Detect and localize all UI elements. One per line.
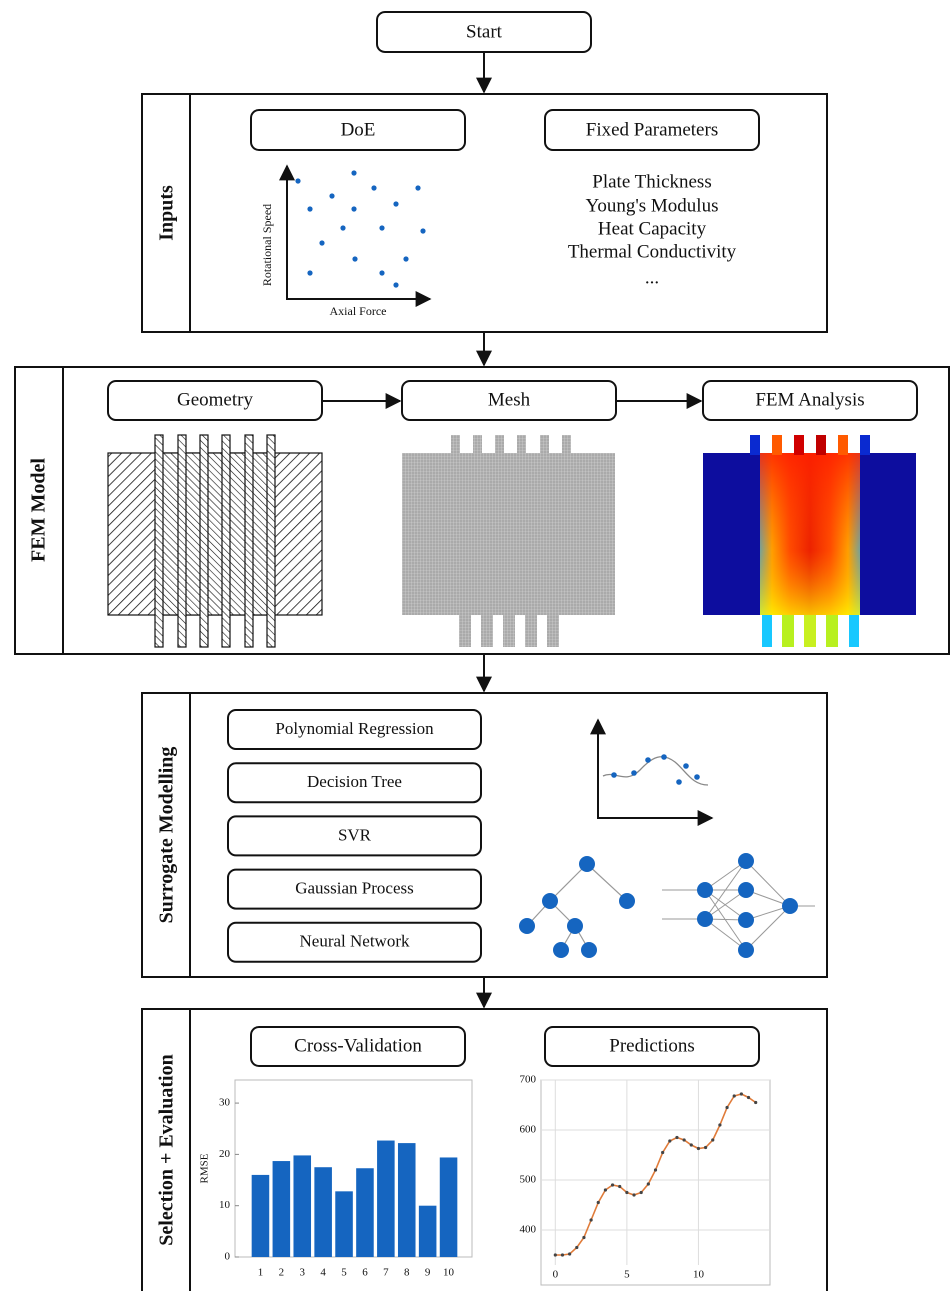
point	[668, 1139, 671, 1142]
point	[754, 1101, 757, 1104]
point	[711, 1138, 714, 1141]
mesh-image	[402, 435, 615, 647]
method-label: Gaussian Process	[295, 879, 414, 898]
bar	[356, 1168, 374, 1257]
diagram: Start Inputs DoE Fixed Parameters Axial …	[0, 0, 950, 1291]
point	[647, 1182, 650, 1185]
step-label: Mesh	[488, 389, 531, 410]
bar	[419, 1206, 437, 1257]
section-label: FEM Model	[28, 458, 50, 562]
point	[675, 1136, 678, 1139]
bar	[398, 1143, 416, 1257]
method-label: Decision Tree	[307, 772, 402, 791]
x-tick-label: 3	[300, 1267, 306, 1279]
x-tick-label: 5	[624, 1269, 630, 1281]
x-tick-label: 6	[362, 1267, 368, 1279]
section-label: Inputs	[156, 185, 178, 241]
x-tick-label: 5	[341, 1267, 347, 1279]
network-icon	[662, 853, 815, 958]
point	[697, 1147, 700, 1150]
point	[568, 1252, 571, 1255]
x-tick-label: 0	[553, 1269, 559, 1281]
x-tick-label: 9	[425, 1267, 431, 1279]
parameter: Heat Capacity	[598, 218, 707, 239]
point	[604, 1188, 607, 1191]
parameter: Plate Thickness	[592, 171, 711, 192]
point	[582, 1236, 585, 1239]
point	[554, 1253, 557, 1256]
y-tick-label: 600	[520, 1124, 537, 1136]
point	[740, 1092, 743, 1095]
point	[704, 1146, 707, 1149]
plot-frame	[541, 1080, 770, 1285]
page: {"start": "Start", "inputs": {"label": "…	[0, 0, 950, 1291]
point	[561, 1253, 564, 1256]
plot-frame	[235, 1080, 472, 1257]
tree-icon	[519, 856, 635, 958]
series-line	[555, 1094, 755, 1255]
axis-label: Rotational Speed	[260, 204, 274, 286]
y-tick-label: 0	[225, 1251, 231, 1263]
box-label: DoE	[341, 119, 376, 140]
point	[575, 1246, 578, 1249]
point	[733, 1094, 736, 1097]
section-label: Surrogate Modelling	[156, 747, 178, 924]
axis-label: Axial Force	[330, 304, 387, 318]
step-label: FEM Analysis	[755, 389, 864, 410]
point	[589, 1218, 592, 1221]
point	[725, 1106, 728, 1109]
method-label: SVR	[338, 825, 372, 844]
x-tick-label: 2	[279, 1267, 285, 1279]
method-label: Neural Network	[300, 932, 410, 951]
y-tick-label: 20	[219, 1148, 231, 1160]
y-tick-label: 700	[520, 1074, 537, 1086]
bar	[314, 1167, 332, 1257]
point	[625, 1191, 628, 1194]
point	[611, 1183, 614, 1186]
parameter: ...	[645, 267, 659, 288]
bar	[293, 1155, 311, 1257]
y-tick-label: 400	[520, 1224, 537, 1236]
bar	[377, 1141, 395, 1257]
x-tick-label: 8	[404, 1267, 410, 1279]
point	[690, 1143, 693, 1146]
parameter: Young's Modulus	[586, 195, 719, 216]
bar	[440, 1157, 458, 1257]
doe-plot	[286, 166, 430, 299]
x-tick-label: 7	[383, 1267, 389, 1279]
bar	[252, 1175, 270, 1257]
y-tick-label: 500	[520, 1174, 537, 1186]
x-tick-label: 1	[258, 1267, 264, 1279]
step-label: Predictions	[609, 1035, 695, 1056]
start-label: Start	[466, 21, 503, 42]
x-tick-label: 4	[320, 1267, 326, 1279]
point	[661, 1151, 664, 1154]
x-tick-label: 10	[443, 1267, 455, 1279]
point	[632, 1193, 635, 1196]
point	[654, 1168, 657, 1171]
y-tick-label: 10	[219, 1199, 231, 1211]
regression-icon	[597, 720, 712, 818]
section-label: Selection + Evaluation	[156, 1054, 178, 1245]
fem-result-image	[703, 435, 916, 647]
point	[718, 1123, 721, 1126]
point	[597, 1201, 600, 1204]
geometry-image	[108, 435, 322, 647]
x-tick-label: 10	[693, 1269, 705, 1281]
point	[683, 1138, 686, 1141]
bar	[335, 1191, 353, 1257]
point	[618, 1185, 621, 1188]
box-label: Fixed Parameters	[586, 119, 718, 140]
y-tick-label: 30	[219, 1097, 231, 1109]
point	[747, 1096, 750, 1099]
method-label: Polynomial Regression	[275, 719, 434, 738]
step-label: Cross-Validation	[294, 1035, 422, 1056]
step-label: Geometry	[177, 389, 253, 410]
y-axis-label: RMSE	[199, 1153, 211, 1183]
bar	[273, 1161, 291, 1257]
point	[640, 1191, 643, 1194]
parameter: Thermal Conductivity	[568, 241, 737, 262]
